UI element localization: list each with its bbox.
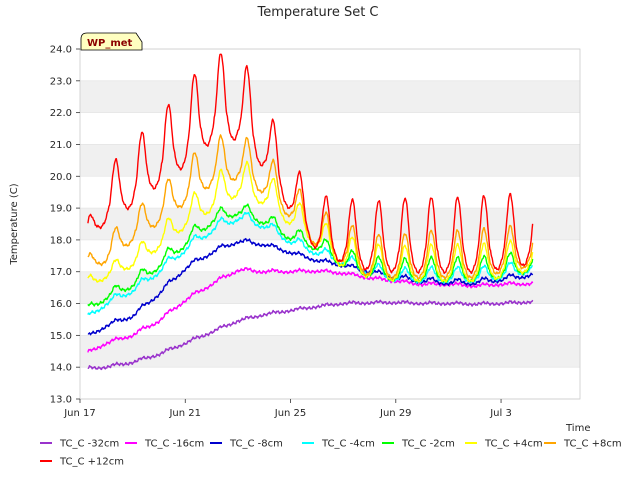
axes: 13.0 14.0 15.0 16.0 17.0 18.0 19.0 20.0 21.0 22.0…	[50, 45, 581, 419]
x-tick-label: Jul 3	[489, 408, 512, 419]
plot-frame	[79, 48, 581, 400]
legend-item: TC_C -2cm	[382, 439, 455, 450]
legend-label: TC_C -2cm	[401, 439, 455, 450]
y-tick-label: 21.0	[50, 140, 72, 151]
y-tick-label: 14.0	[50, 363, 72, 374]
series-line-tc-c-16cm	[87, 267, 534, 353]
x-tick-label: Jun 21	[168, 408, 201, 419]
y-tick-label: 18.0	[50, 235, 72, 246]
legend-item: TC_C -32cm	[40, 439, 119, 450]
grid-band	[80, 335, 580, 368]
y-tick-label: 19.0	[50, 204, 72, 215]
series-line-tc-c-4cm	[87, 211, 533, 316]
y-tick-label: 23.0	[50, 76, 72, 87]
y-tick-label: 17.0	[50, 267, 72, 278]
legend-label: TC_C -8cm	[229, 439, 283, 450]
series-line-tc-c-2cm	[87, 203, 534, 307]
badge-shape	[80, 32, 143, 51]
legend-label: TC_C +8cm	[563, 439, 622, 450]
series-line-tc-c-8cm	[87, 237, 534, 336]
y-tick-label: 15.0	[50, 331, 72, 342]
legend-label: TC_C +4cm	[484, 439, 543, 450]
x-axis-label: Time	[565, 423, 590, 434]
grid-band	[80, 80, 580, 113]
badge-label: WP_met	[87, 38, 133, 49]
wp-met-badge: WP_met	[80, 32, 143, 51]
legend-label: TC_C -32cm	[59, 439, 119, 450]
x-tick-label: Jun 29	[379, 408, 412, 419]
legend-label: TC_C -4cm	[321, 439, 375, 450]
y-tick-label: 16.0	[50, 299, 72, 310]
series-line-tc-c-32cm	[87, 299, 534, 371]
legend-item: TC_C +8cm	[544, 439, 622, 450]
chart-title: Temperature Set C	[256, 5, 378, 20]
legend: TC_C -32cm TC_C -16cm TC_C -8cm TC_C -4cm TC…	[40, 439, 622, 468]
series-layer	[87, 53, 534, 371]
x-tick-label: Jun 17	[63, 408, 96, 419]
y-tick-label: 24.0	[50, 45, 72, 56]
y-tick-label: 22.0	[50, 108, 72, 119]
legend-item: TC_C +4cm	[465, 439, 543, 450]
legend-item: TC_C -8cm	[210, 439, 283, 450]
legend-item: TC_C +12cm	[40, 457, 124, 468]
legend-label: TC_C -16cm	[144, 439, 204, 450]
grid-band	[80, 144, 580, 177]
y-tick-label: 13.0	[50, 395, 72, 406]
series-line-tc-c-12cm	[87, 53, 534, 275]
legend-item: TC_C -16cm	[125, 439, 204, 450]
y-tick-label: 20.0	[50, 172, 72, 183]
y-axis-label: Temperature (C)	[9, 183, 20, 265]
x-tick-label: Jun 25	[274, 408, 307, 419]
legend-item: TC_C -4cm	[302, 439, 375, 450]
legend-label: TC_C +12cm	[59, 457, 124, 468]
